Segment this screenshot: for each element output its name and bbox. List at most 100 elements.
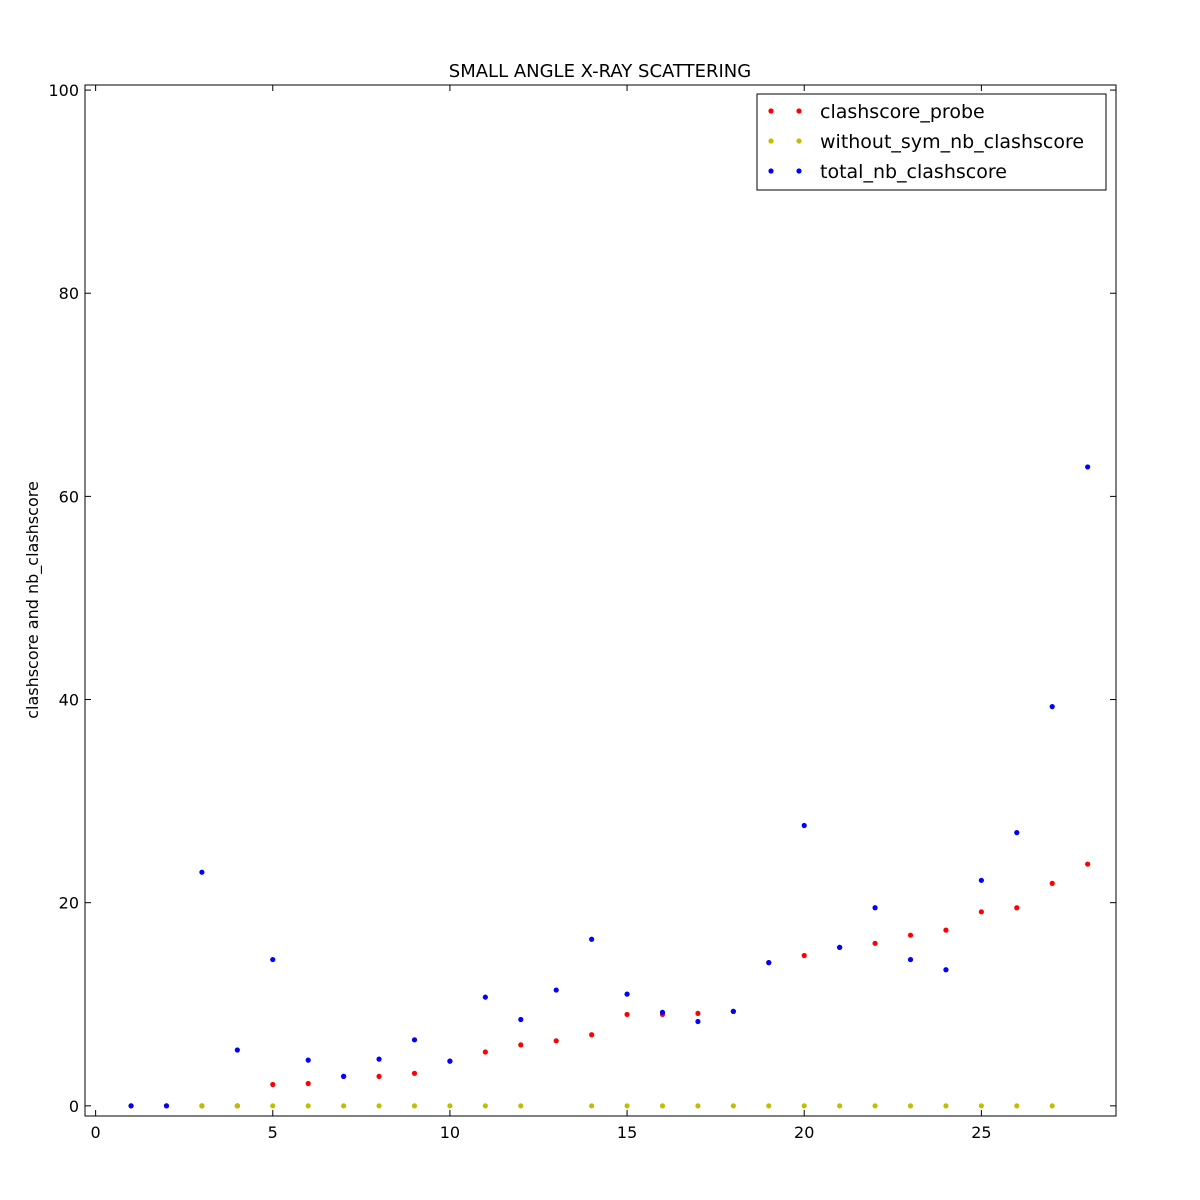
legend-label: without_sym_nb_clashscore [820, 131, 1084, 153]
data-point [872, 940, 878, 946]
data-point [163, 1103, 170, 1109]
legend-label: clashscore_probe [820, 101, 985, 123]
x-tick-label: 15 [617, 1123, 637, 1142]
legend-marker [796, 168, 802, 174]
chart-title: SMALL ANGLE X-RAY SCATTERING [449, 61, 751, 82]
data-point [234, 1047, 240, 1053]
x-tick-label: 25 [971, 1123, 991, 1142]
y-tick-label: 20 [59, 894, 79, 913]
data-point [411, 1037, 418, 1043]
data-point [1014, 830, 1020, 836]
data-point [695, 1010, 701, 1017]
legend-entry: without_sym_nb_clashscore [768, 131, 1084, 153]
y-tick-label: 100 [48, 81, 79, 100]
data-point [518, 1042, 524, 1048]
data-point [907, 932, 914, 938]
data-point [270, 956, 276, 963]
x-tick-label: 0 [91, 1123, 101, 1142]
data-point [482, 994, 488, 1000]
data-point [553, 1038, 559, 1044]
data-point [943, 927, 949, 933]
data-point [659, 1009, 666, 1015]
data-point [376, 1073, 382, 1079]
legend-marker [768, 138, 774, 144]
data-point [1085, 464, 1091, 470]
data-point [482, 1103, 488, 1109]
data-point [872, 1103, 878, 1109]
legend: clashscore_probe without_sym_nb_clashscor… [756, 93, 1107, 191]
plot-area [84, 84, 1117, 1117]
data-point [518, 1016, 524, 1023]
data-point [305, 1057, 311, 1063]
y-tick-label: 80 [59, 284, 79, 303]
data-point [766, 960, 772, 966]
data-point [1014, 905, 1020, 911]
legend-box [756, 93, 1107, 191]
data-point [234, 1103, 240, 1109]
legend-marker [796, 108, 802, 114]
data-point [872, 905, 878, 911]
data-point [907, 1103, 914, 1109]
data-point [730, 1008, 736, 1014]
y-axis-label: clashscore and nb_clashscore [23, 481, 43, 719]
data-point [128, 1103, 134, 1109]
data-point [376, 1103, 382, 1109]
data-points [128, 464, 1091, 1109]
data-point [199, 869, 205, 875]
data-point [482, 1049, 488, 1055]
data-point [943, 967, 949, 973]
data-point [943, 1103, 949, 1109]
y-tick-label: 60 [59, 487, 79, 506]
data-point [341, 1073, 347, 1079]
y-tick-label: 0 [69, 1097, 79, 1116]
data-point [589, 936, 595, 942]
data-point [1049, 880, 1055, 886]
data-point [589, 1032, 595, 1038]
data-point [341, 1103, 347, 1109]
data-point [766, 1103, 772, 1109]
legend-entry: clashscore_probe [768, 101, 985, 123]
data-point [1014, 1103, 1020, 1109]
data-point [376, 1056, 382, 1062]
data-point [801, 1103, 807, 1109]
legend-marker [768, 108, 774, 114]
data-point [1085, 861, 1091, 867]
data-point [837, 1103, 843, 1109]
data-point [589, 1103, 595, 1109]
x-tick-label: 5 [268, 1123, 278, 1142]
data-point [447, 1058, 453, 1064]
data-point [978, 909, 984, 915]
data-point [695, 1018, 701, 1025]
data-point [730, 1103, 736, 1109]
data-point [270, 1081, 276, 1088]
data-point [199, 1103, 205, 1109]
y-axis: 0 20 40 60 80 100 [48, 81, 1116, 1116]
data-point [978, 1103, 984, 1109]
data-point [1049, 1103, 1055, 1109]
data-point [518, 1103, 524, 1109]
x-tick-label: 10 [440, 1123, 460, 1142]
data-point [978, 877, 984, 883]
data-point [659, 1103, 666, 1109]
x-tick-label: 20 [794, 1123, 814, 1142]
y-tick-label: 40 [59, 691, 79, 710]
data-point [907, 956, 914, 963]
series-total_nb_clashscore [128, 464, 1091, 1109]
data-point [411, 1103, 418, 1109]
legend-marker [796, 138, 802, 144]
data-point [624, 1103, 630, 1109]
data-point [695, 1103, 701, 1109]
legend-entry: total_nb_clashscore [768, 161, 1007, 183]
data-point [411, 1070, 418, 1076]
legend-label: total_nb_clashscore [820, 161, 1007, 183]
x-axis: 0 5 10 15 20 25 [91, 85, 992, 1142]
data-point [1049, 704, 1055, 710]
data-point [270, 1103, 276, 1109]
data-point [801, 952, 807, 959]
data-point [553, 987, 559, 993]
data-point [801, 822, 807, 829]
data-point [447, 1103, 453, 1109]
data-point [624, 1011, 630, 1018]
data-point [624, 991, 630, 997]
